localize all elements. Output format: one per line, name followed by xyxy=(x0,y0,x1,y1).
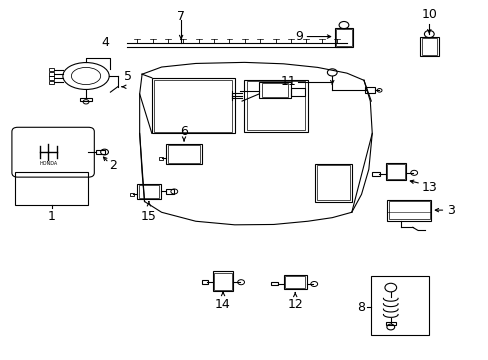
Bar xyxy=(201,280,207,284)
Bar xyxy=(49,68,54,71)
Text: 4: 4 xyxy=(102,36,109,49)
Bar xyxy=(421,38,436,55)
Bar xyxy=(283,275,306,289)
Bar xyxy=(385,163,406,180)
Bar xyxy=(214,273,231,290)
Bar xyxy=(385,321,395,325)
Text: 3: 3 xyxy=(446,204,454,217)
Text: 15: 15 xyxy=(141,211,157,224)
Bar xyxy=(166,144,201,164)
Bar xyxy=(335,29,351,46)
Bar xyxy=(15,172,88,205)
Text: 8: 8 xyxy=(357,301,365,314)
Bar xyxy=(386,200,430,221)
Text: 14: 14 xyxy=(215,298,230,311)
Bar xyxy=(386,164,404,179)
Bar xyxy=(370,276,428,335)
Bar xyxy=(246,81,305,130)
Text: 7: 7 xyxy=(177,10,185,23)
Text: 6: 6 xyxy=(180,125,187,138)
Bar xyxy=(419,37,438,56)
Bar xyxy=(166,189,174,194)
Bar xyxy=(139,185,159,198)
Bar xyxy=(315,164,351,202)
Bar xyxy=(334,28,352,47)
Bar xyxy=(154,80,232,132)
Bar xyxy=(270,282,278,285)
Bar xyxy=(130,193,134,196)
Text: 1: 1 xyxy=(48,211,56,224)
Text: 2: 2 xyxy=(109,159,117,172)
Bar xyxy=(244,80,307,132)
Bar xyxy=(49,76,54,80)
Bar xyxy=(212,271,233,291)
Text: 12: 12 xyxy=(287,298,303,311)
Bar xyxy=(49,72,54,76)
Bar xyxy=(49,81,54,84)
Bar xyxy=(290,88,305,96)
Text: 13: 13 xyxy=(421,181,436,194)
Bar xyxy=(159,157,163,159)
Bar xyxy=(137,184,160,199)
Bar xyxy=(365,87,374,93)
Bar xyxy=(152,78,234,134)
Bar xyxy=(80,98,92,101)
Bar xyxy=(316,165,349,201)
Text: 11: 11 xyxy=(280,75,296,88)
Text: HONDA: HONDA xyxy=(39,161,58,166)
Bar xyxy=(96,150,105,154)
Bar xyxy=(285,276,305,288)
Bar xyxy=(167,145,200,163)
Bar xyxy=(261,83,288,97)
Bar xyxy=(388,201,429,220)
Text: 9: 9 xyxy=(295,30,303,43)
Text: 10: 10 xyxy=(421,9,436,22)
Bar xyxy=(259,82,290,98)
Text: 5: 5 xyxy=(123,69,131,82)
Bar xyxy=(371,172,379,176)
